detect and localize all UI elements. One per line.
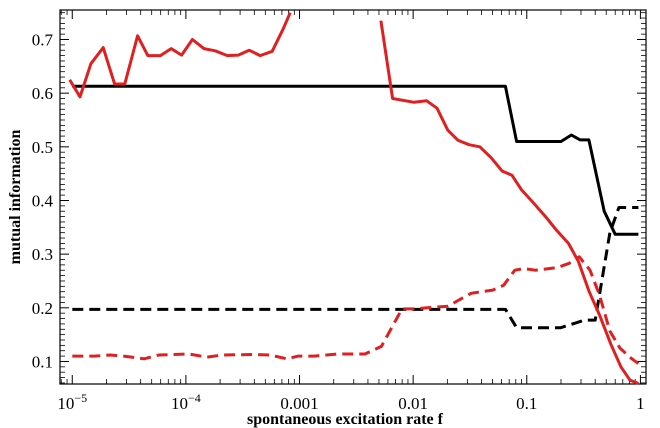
y-tick-label: 0.1 [32, 352, 53, 371]
y-tick-label: 0.5 [32, 138, 53, 157]
x-tick-label: 0.001 [280, 394, 318, 413]
y-tick-label: 0.2 [32, 299, 53, 318]
y-axis-title: mutual information [7, 130, 24, 265]
y-tick-label: 0.4 [32, 191, 54, 210]
x-tick-label: 0.01 [398, 394, 428, 413]
axis-ticks [60, 10, 646, 384]
plot-frame [59, 9, 647, 385]
x-tick-label: 0.1 [516, 394, 537, 413]
y-tick-label: 0.3 [32, 245, 53, 264]
red-solid-line-segment-2 [379, 20, 639, 385]
red-solid-line-segment-1 [68, 12, 292, 99]
x-tick-label: 10−4 [171, 391, 201, 413]
y-tick-label: 0.6 [32, 84, 53, 103]
y-tick-label: 0.7 [32, 31, 54, 50]
x-axis-title: spontaneous excitation rate f [247, 411, 444, 428]
x-tick-label: 1 [636, 394, 645, 413]
series-layer [68, 12, 640, 385]
black-solid-line [72, 84, 639, 236]
x-tick-label: 10−5 [57, 391, 87, 413]
red-dashed-line [72, 255, 640, 365]
